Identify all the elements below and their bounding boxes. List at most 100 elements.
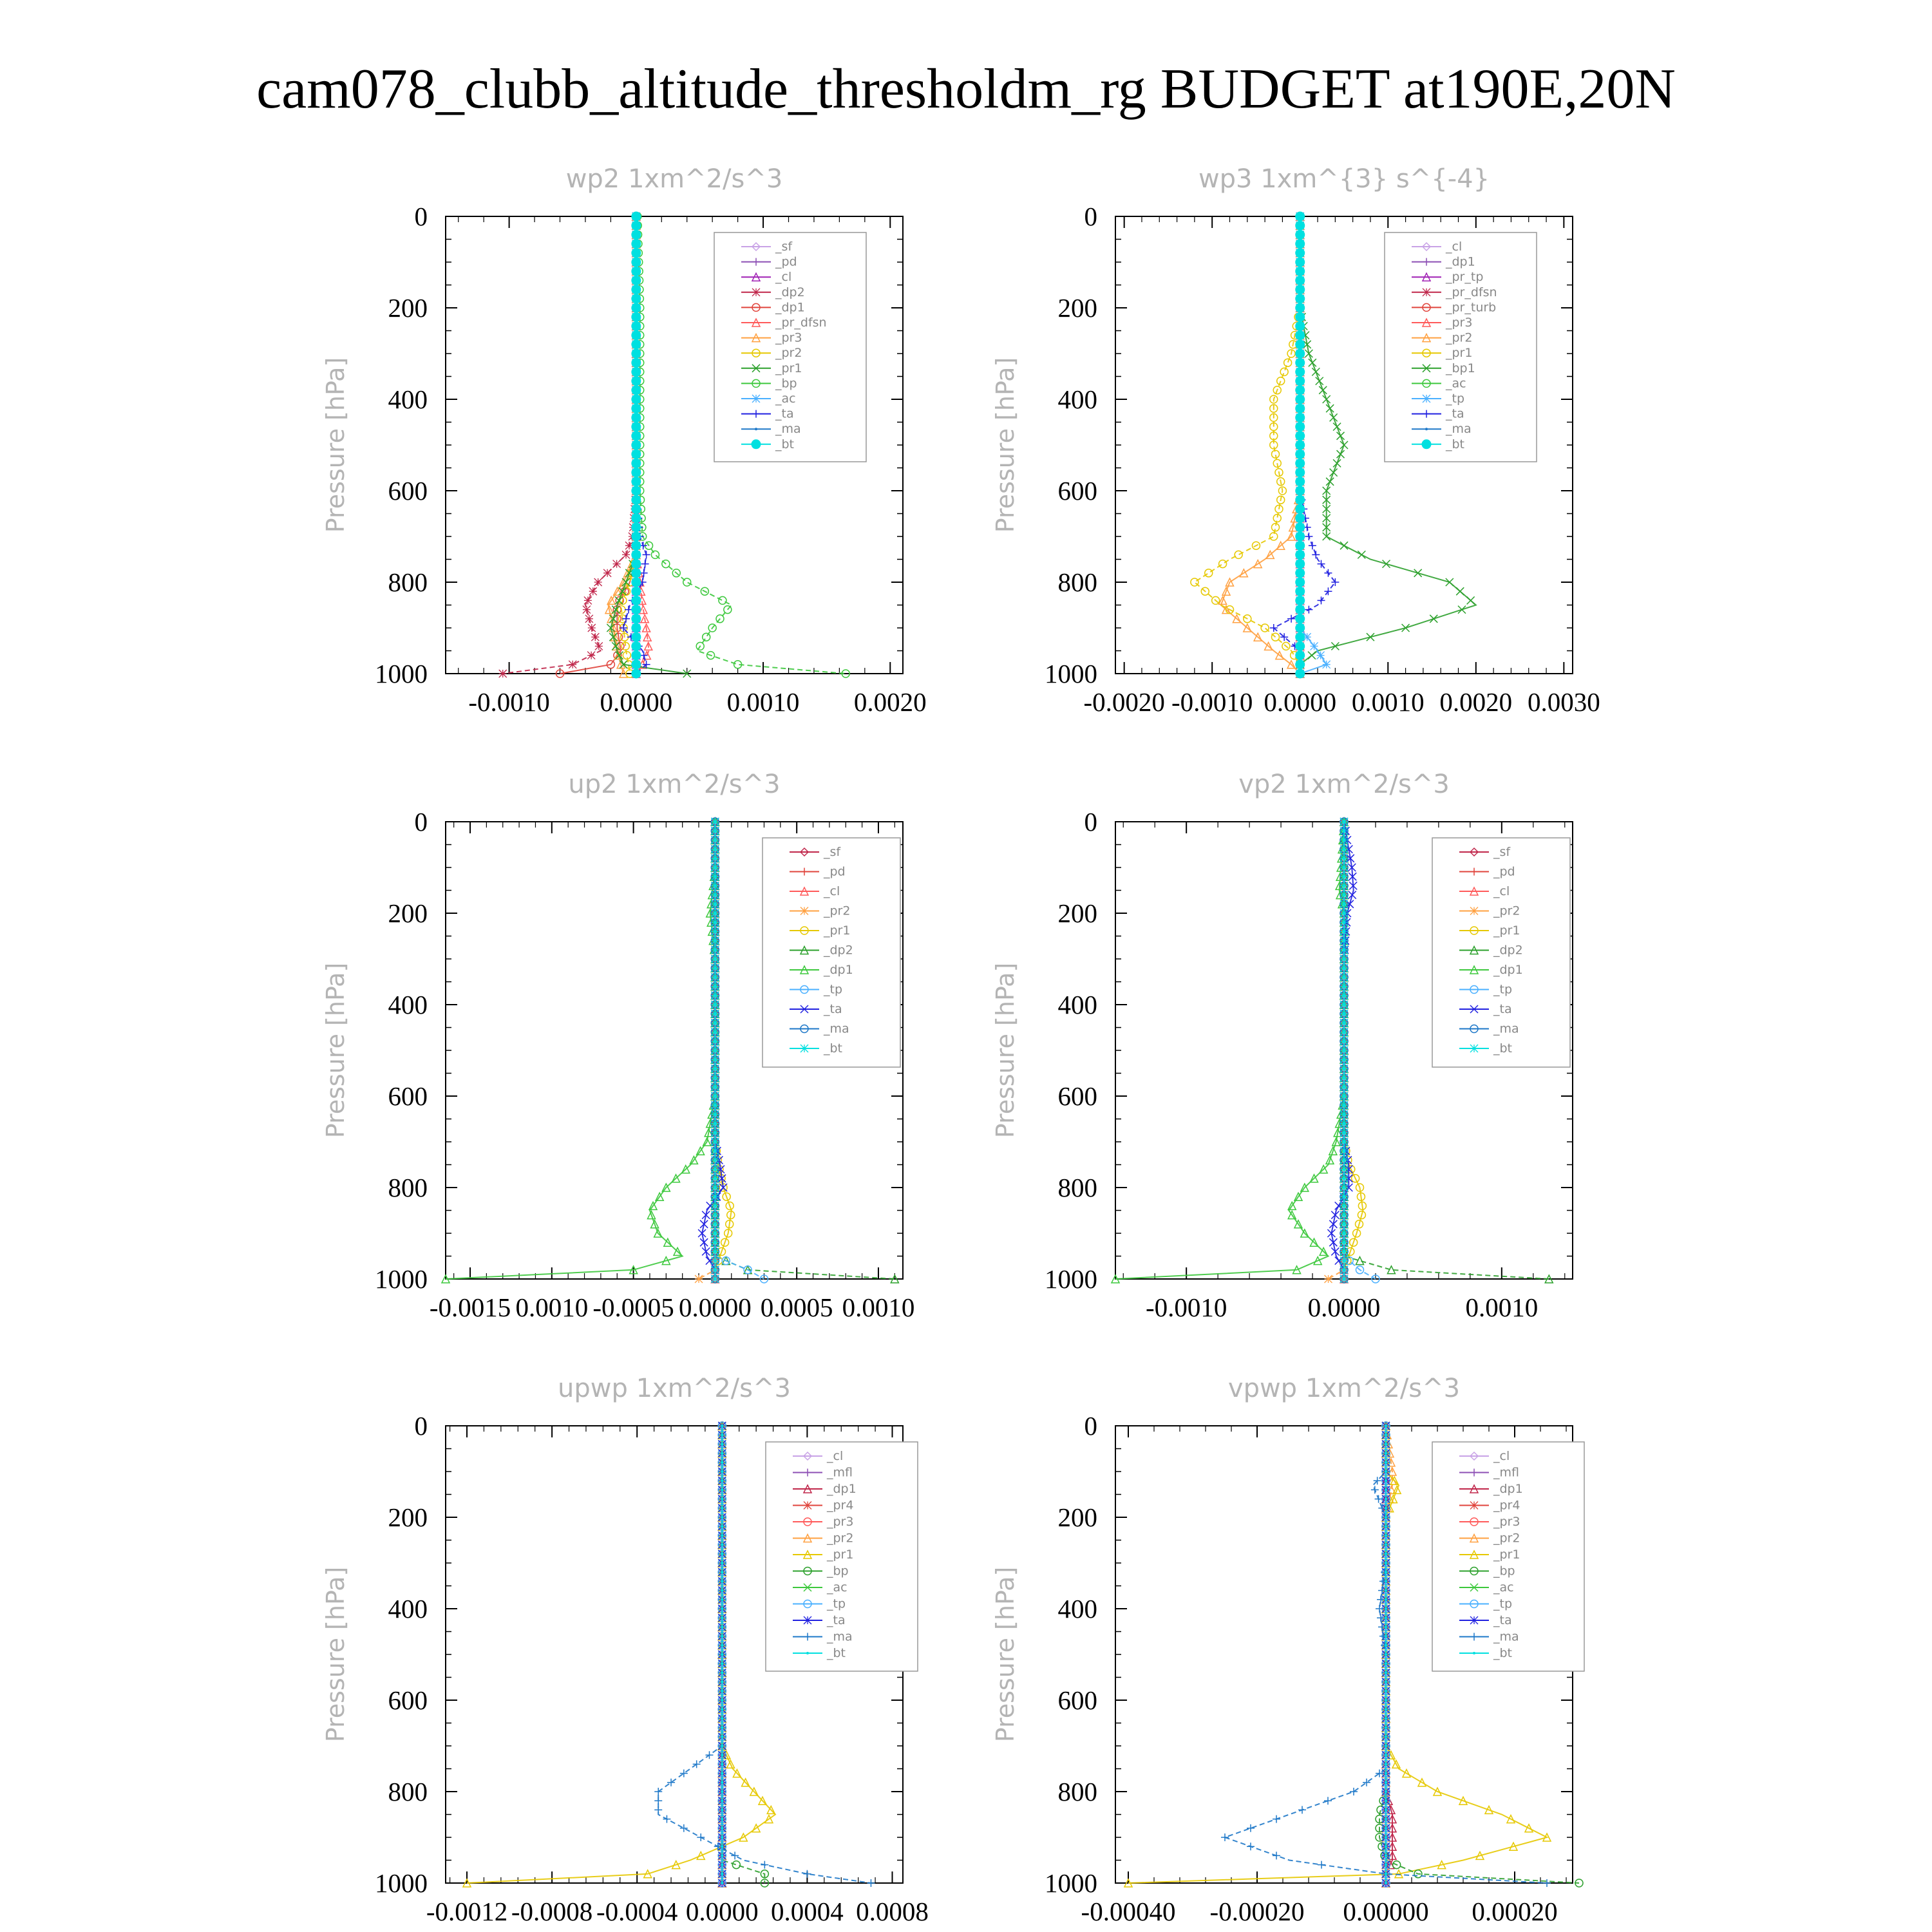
data-point [706,650,715,660]
series-line [1193,216,1301,674]
legend-marker [1470,1616,1479,1625]
data-point [631,486,641,496]
data-point [1276,495,1285,504]
data-point [766,1804,776,1815]
data-point [714,1842,722,1851]
data-point [1239,568,1249,578]
y-axis-title: Pressure [hPa] [991,963,1019,1139]
data-point [1307,651,1316,660]
data-point [1331,641,1340,650]
data-point [721,1452,724,1455]
legend-marker [1470,1005,1479,1014]
data-point [631,477,641,487]
data-point [653,1228,663,1238]
data-point [710,909,719,918]
data-point [639,569,648,577]
data-point [1340,1137,1349,1146]
data-point [631,495,641,505]
legend-label: _ta [1445,407,1464,421]
legend-marker [1421,272,1432,281]
data-point [710,1018,719,1027]
data-point [1385,1479,1387,1482]
legend-label: _pr2 [1445,331,1472,345]
data-point [1232,614,1242,623]
legend: _cl _mfl _dp1 _pr4 _pr3 _pr2 _pr1 _bp _ac _tp _ta _… [1432,1441,1585,1672]
data-point [721,1817,724,1821]
legend: _sf _pd _cl _pr2 _pr1 _dp2 _dp1 _tp _ta _ma _bt [762,837,901,1068]
legend-label: _tp [1493,1597,1512,1611]
data-point [611,605,620,614]
data-point [1340,1092,1349,1101]
legend-marker [806,1652,809,1654]
data-point [615,596,624,605]
data-point [1295,239,1305,249]
series-group [1190,211,1477,679]
data-point [1376,1769,1383,1777]
data-point [631,321,641,331]
legend-label: _pr3 [1493,1515,1520,1529]
data-point [741,1777,750,1787]
data-point [1276,477,1285,486]
legend-label: _dp1 [1493,963,1523,977]
data-point [1348,872,1357,881]
data-point [1340,1074,1349,1083]
data-point [1295,321,1305,331]
legend-label: _ma [775,422,801,436]
data-point [631,394,641,404]
data-point [1271,450,1280,459]
data-point [618,668,629,678]
data-point [694,1274,703,1283]
data-point [721,1726,724,1729]
data-point [718,596,727,605]
legend-box [1432,837,1571,1068]
data-point [1377,1595,1385,1604]
data-point [1373,1477,1381,1485]
legend-marker [752,379,761,388]
data-point [555,669,565,678]
data-point [1200,587,1210,596]
legend-marker [751,272,761,281]
data-point [1287,614,1296,623]
legend-marker [752,394,761,403]
data-point [1387,1823,1397,1833]
data-point [1325,477,1334,486]
data-point [1366,632,1375,641]
data-point [710,1220,719,1229]
data-point [1225,605,1235,614]
series-group [1110,817,1554,1284]
data-point [631,440,641,450]
data-point [1322,532,1331,541]
data-point [721,1826,724,1830]
data-point [1300,1182,1310,1192]
data-point [1312,1255,1323,1265]
x-tick-label: 0.0010 [1352,687,1425,717]
data-point [760,1870,770,1879]
data-point [696,1146,705,1155]
data-point [1385,1671,1387,1674]
legend-label: _ma [1493,1022,1519,1036]
data-point [1385,1653,1387,1656]
data-point [594,578,603,587]
legend-marker [1470,926,1479,935]
subplot-2: wp3 1xm^{3} s^{-4} Pressure [hPa] 0 200 400 6… [991,164,1600,717]
data-point [1273,1815,1280,1823]
data-point [721,1461,724,1464]
legend-label: _pr2 [826,1531,853,1546]
data-point [1280,633,1289,641]
legend-marker [800,1005,809,1014]
data-point [1340,1110,1349,1119]
data-point [1308,358,1317,367]
data-point [1387,1832,1397,1842]
data-point [721,1845,724,1848]
legend-label: _dp2 [1493,943,1523,958]
data-point [1387,1466,1397,1476]
legend-label: _cl [823,884,840,898]
data-point [721,1772,724,1775]
data-point [1295,641,1305,651]
series-pr1 [462,1421,777,1888]
legend-marker [800,985,809,994]
data-point [1370,1486,1379,1494]
legend-marker [1470,907,1479,915]
data-point [631,468,641,478]
data-point [654,1788,663,1795]
